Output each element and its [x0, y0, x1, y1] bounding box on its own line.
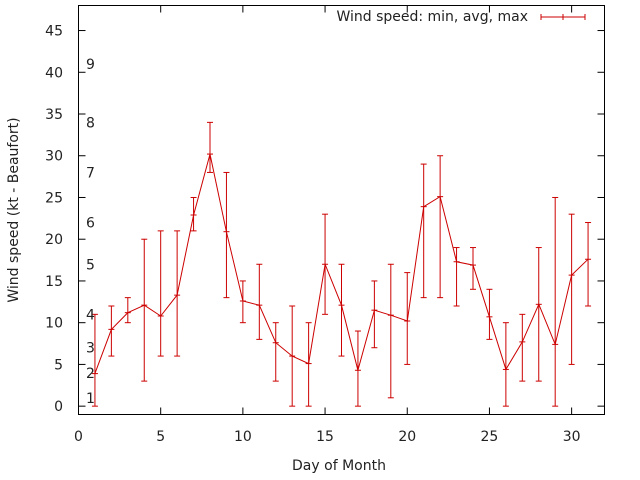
- plot-frame: [78, 5, 605, 415]
- beaufort-label: 6: [86, 216, 95, 232]
- beaufort-label: 4: [86, 307, 95, 323]
- error-bar: [141, 238, 148, 382]
- error-bar: [552, 196, 559, 407]
- error-bar: [207, 121, 213, 173]
- error-bar: [256, 263, 263, 340]
- x-tick-label: 10: [234, 429, 252, 445]
- error-bar: [387, 263, 394, 399]
- error-bar: [519, 313, 526, 382]
- error-bar: [437, 155, 444, 299]
- error-bar: [272, 322, 279, 382]
- error-bar: [371, 280, 378, 349]
- error-bar: [108, 305, 115, 357]
- error-bar: [322, 213, 329, 315]
- x-tick-label: 20: [398, 429, 416, 445]
- x-tick-label: 5: [156, 429, 165, 445]
- error-bar: [568, 213, 575, 365]
- label-layer: Day of Month Wind speed (kt - Beaufort) …: [6, 9, 581, 474]
- y-tick-label: 40: [45, 65, 63, 81]
- y-tick-label: 35: [45, 107, 63, 123]
- x-tick-label: 25: [481, 429, 499, 445]
- error-bar: [453, 247, 460, 307]
- x-axis-label: Day of Month: [292, 458, 386, 474]
- error-bar: [354, 330, 361, 407]
- data-layer: [91, 121, 592, 407]
- y-tick-label: 15: [45, 274, 63, 290]
- y-tick-label: 5: [54, 357, 63, 373]
- error-bar: [190, 196, 197, 232]
- error-bar: [585, 222, 592, 307]
- x-tick-label: 30: [563, 429, 581, 445]
- legend-label: Wind speed: min, avg, max: [336, 9, 528, 25]
- y-tick-label: 30: [45, 149, 63, 165]
- beaufort-label: 1: [86, 391, 95, 407]
- legend-sample: [540, 14, 586, 20]
- y-tick-label: 25: [45, 190, 63, 206]
- error-bar: [157, 230, 164, 357]
- error-bar: [91, 313, 98, 407]
- error-bar: [239, 280, 246, 324]
- beaufort-label: 5: [86, 257, 95, 273]
- beaufort-label: 2: [86, 366, 95, 382]
- beaufort-label: 9: [86, 57, 95, 73]
- beaufort-label: 8: [86, 115, 95, 131]
- y-tick-label: 45: [45, 24, 63, 40]
- error-bar: [174, 230, 181, 357]
- error-bar: [470, 247, 476, 290]
- error-bar: [404, 272, 411, 365]
- y-axis-label: Wind speed (kt - Beaufort): [6, 117, 22, 302]
- error-bar: [223, 171, 230, 299]
- error-bar: [502, 322, 509, 407]
- y-tick-label: 20: [45, 232, 63, 248]
- error-bar: [535, 247, 542, 382]
- error-bar: [338, 263, 345, 357]
- x-tick-label: 15: [316, 429, 334, 445]
- y-tick-label: 0: [54, 399, 63, 415]
- error-bar: [289, 305, 296, 407]
- tick-layer: [78, 5, 605, 415]
- beaufort-label: 7: [86, 165, 95, 181]
- error-bar: [305, 322, 312, 407]
- error-bar: [124, 297, 131, 324]
- error-bar: [486, 288, 493, 340]
- x-tick-label: 0: [74, 429, 83, 445]
- y-tick-label: 10: [45, 316, 63, 332]
- error-bar: [420, 163, 427, 299]
- beaufort-label: 3: [86, 341, 95, 357]
